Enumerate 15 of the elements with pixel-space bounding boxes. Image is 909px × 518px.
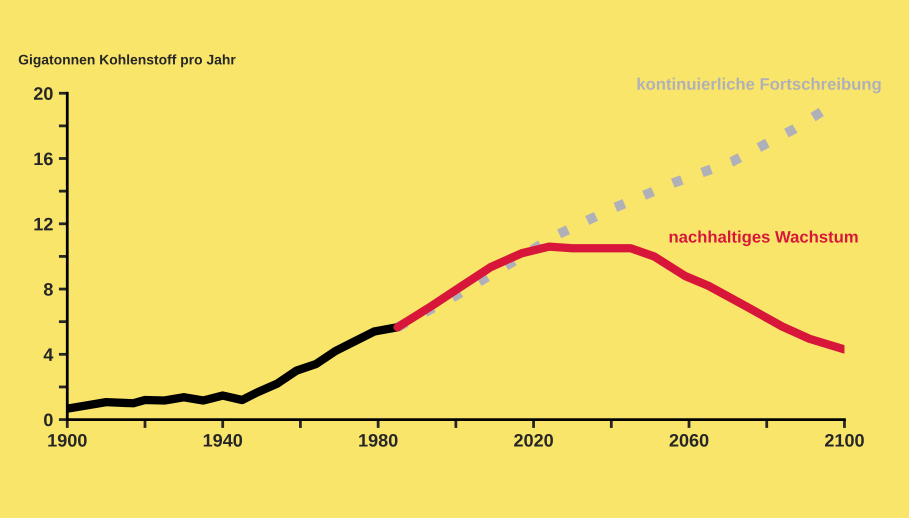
annotation: kontinuierliche Fortschreibung <box>637 78 881 94</box>
x-tick-label: 1900 <box>48 434 87 447</box>
y-tick-label: 12 <box>34 218 53 230</box>
x-tick-label: 2020 <box>514 434 553 447</box>
y-tick-label: 8 <box>44 282 53 296</box>
x-tick-label: 2100 <box>825 434 864 447</box>
y-tick-label: 4 <box>44 348 54 361</box>
x-tick-label: 2060 <box>670 434 708 447</box>
y-axis-title: Gigatonnen Kohlenstoff pro Jahr <box>18 54 236 68</box>
y-tick-label: 20 <box>34 87 53 100</box>
x-tick-label: 1940 <box>204 434 242 447</box>
x-tick-label: 1980 <box>359 434 398 447</box>
y-tick-label: 0 <box>44 414 53 426</box>
annotation: nachhaltiges Wachstum <box>670 230 858 246</box>
y-tick-label: 16 <box>34 152 53 166</box>
